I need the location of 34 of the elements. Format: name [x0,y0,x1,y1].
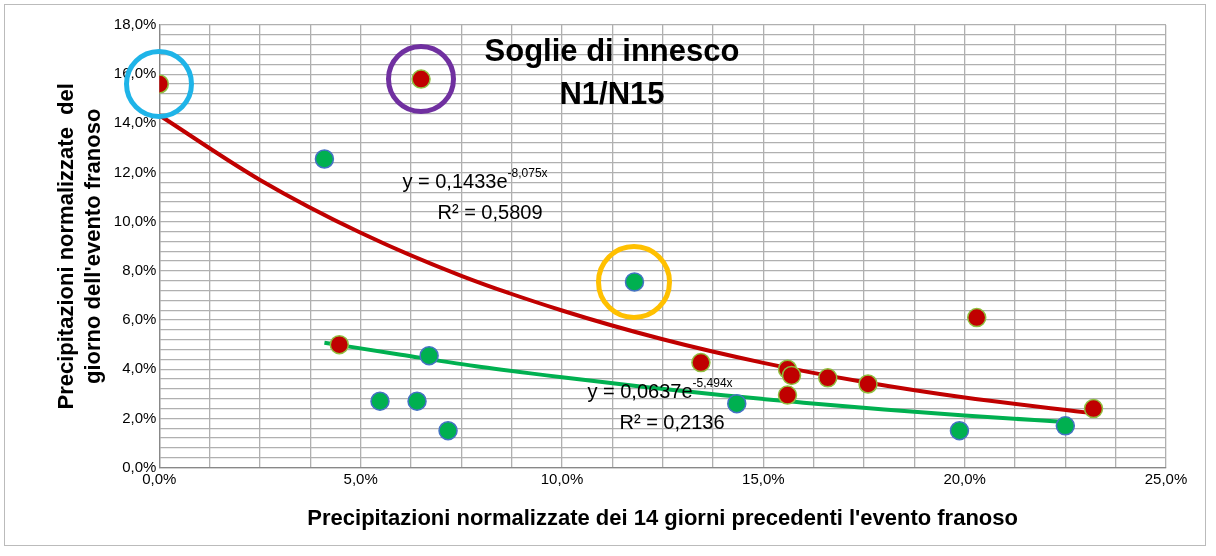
x-tick-label: 10,0% [540,469,584,487]
y-tick-label: 2,0% [122,408,157,426]
annotation: R² = 0,2136 [619,410,725,433]
point [438,420,458,441]
point [967,307,987,328]
point [419,345,439,366]
y-tick-label: 18,0% [113,15,157,33]
point [1083,398,1104,419]
point [407,391,427,411]
point [691,352,711,373]
point [777,385,798,405]
x-tick-label: 25,0% [1144,469,1188,487]
point [727,393,747,414]
y-tick-label: 6,0% [122,310,157,328]
point [1055,416,1076,436]
y-tick-label: 14,0% [113,113,157,131]
point [329,334,350,355]
y-tick-label: 4,0% [122,359,157,377]
point [949,420,970,441]
y-tick-label: 8,0% [122,261,157,279]
y-tick-label: 10,0% [113,211,157,229]
point [370,391,390,411]
text: Soglie di innesco N1/N15 [484,32,740,111]
x-tick-label: 15,0% [742,469,785,487]
point [858,374,878,394]
point [818,368,838,388]
x-tick-label: 20,0% [943,469,986,487]
y-axis-title: Precipitazioni normalizzate del giorno dell'evento franoso [53,83,105,410]
y-tick-label: 12,0% [113,162,157,180]
annotation: R² = 0,5809 [437,200,543,223]
point [781,365,802,386]
x-axis-title: Precipitazioni normalizzate dei 14 giorni precedenti l'evento franoso [307,504,1018,530]
point [314,149,335,169]
x-tick-label: 5,0% [343,469,378,487]
